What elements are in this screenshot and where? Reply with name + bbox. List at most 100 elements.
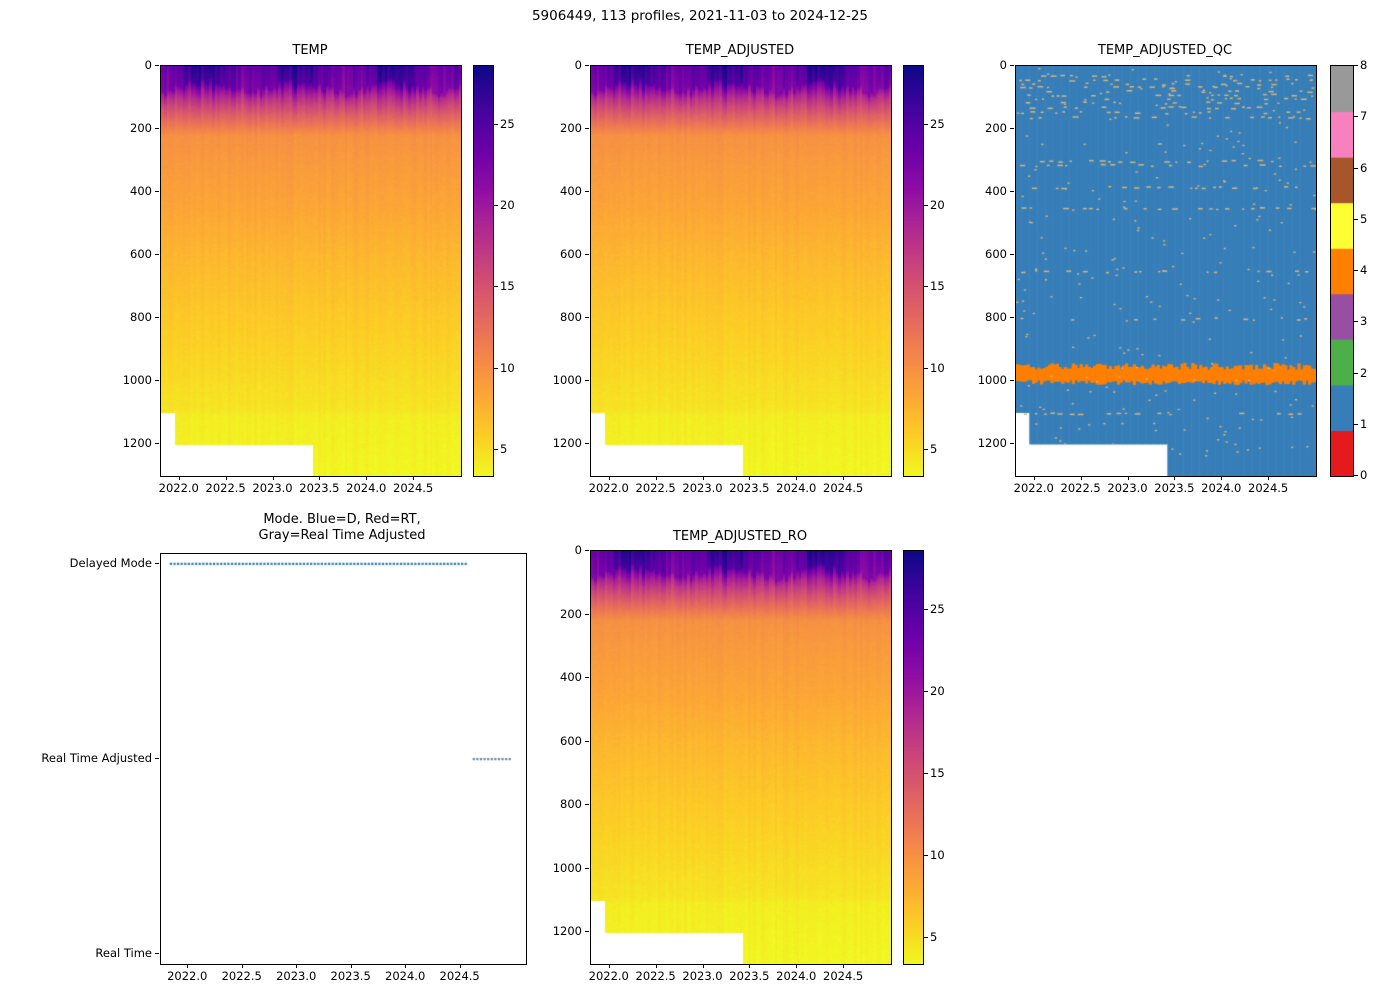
temp_adjusted_qc-colorbar-tick (1354, 218, 1358, 220)
temp_adjusted_qc-x-tick (1033, 476, 1035, 480)
temp_adjusted_ro-colorbar-tick-label: 10 (930, 847, 945, 862)
temp_adjusted_qc-colorbar-tick (1354, 372, 1358, 374)
temp_adjusted_qc-colorbar-tick (1354, 65, 1358, 66)
temp_adjusted_qc-y-tick (1010, 128, 1014, 130)
temp_adjusted_qc-colorbar-tick-label: 0 (1360, 468, 1368, 482)
temp_adjusted-colorbar-canvas (904, 66, 923, 476)
temp_adjusted-x-tick-label: 2024.0 (776, 481, 817, 495)
temp-y-tick (155, 380, 159, 382)
temp-y-tick-label: 0 (144, 58, 152, 72)
temp_adjusted-y-tick (585, 317, 589, 319)
temp-y-tick (155, 65, 159, 66)
temp-colorbar (473, 65, 494, 477)
temp_adjusted_qc-colorbar-tick-label: 3 (1360, 314, 1368, 329)
temp-y-tick (155, 128, 159, 130)
temp_adjusted_qc-colorbar (1330, 65, 1354, 477)
temp_adjusted_ro-x-tick-label: 2023.0 (682, 969, 723, 983)
temp_adjusted-colorbar-tick (924, 367, 928, 369)
temp_adjusted_qc-y-tick-label: 1000 (977, 373, 1007, 388)
temp-heatmap-canvas (161, 66, 461, 476)
temp_adjusted_ro-y-tick-label: 600 (560, 733, 582, 748)
mode-y-tick-label: Real Time (95, 946, 152, 961)
temp_adjusted_ro-x-tick (749, 964, 751, 968)
temp_adjusted_qc-x-tick (1174, 476, 1176, 480)
temp_adjusted-y-tick-label: 600 (560, 247, 582, 262)
figure-title: 5906449, 113 profiles, 2021-11-03 to 202… (531, 8, 869, 24)
temp_adjusted_ro-x-tick (843, 964, 845, 968)
temp_adjusted_ro-colorbar-tick-label: 5 (930, 929, 938, 944)
temp_adjusted_ro-colorbar-tick (924, 854, 928, 856)
temp_adjusted_ro-x-tick-label: 2023.5 (729, 969, 770, 983)
temp-x-tick-label: 2022.5 (205, 481, 246, 495)
mode-x-tick (350, 964, 352, 968)
temp_adjusted-colorbar-tick-label: 20 (930, 197, 945, 212)
mode-axes (160, 553, 527, 965)
subplot-title-temp-adjusted-qc: TEMP_ADJUSTED_QC (1097, 43, 1233, 58)
temp_adjusted_qc-colorbar-tick-label: 8 (1360, 58, 1368, 72)
temp_adjusted_qc-x-tick-label: 2024.5 (1248, 481, 1289, 495)
mode-x-tick-label: 2022.5 (221, 969, 262, 983)
temp-x-tick (272, 476, 274, 480)
mode-x-tick-label: 2024.5 (439, 969, 480, 983)
subplot-title-temp-adjusted: TEMP_ADJUSTED (685, 43, 795, 58)
temp_adjusted_qc-y-tick-label: 600 (985, 247, 1007, 262)
temp_adjusted_qc-x-tick (1080, 476, 1082, 480)
mode-x-tick-label: 2022.0 (167, 969, 208, 983)
temp-y-tick-label: 200 (130, 121, 152, 136)
temp_adjusted_ro-y-tick (585, 931, 589, 933)
temp_adjusted_qc-x-tick-label: 2023.0 (1107, 481, 1148, 495)
temp-y-tick-label: 400 (130, 184, 152, 199)
temp_adjusted-y-tick (585, 443, 589, 445)
temp_adjusted-y-tick-label: 0 (574, 58, 582, 72)
temp_adjusted-x-tick (796, 476, 798, 480)
temp-colorbar-tick-label: 20 (500, 197, 515, 212)
mode-y-tick (155, 953, 159, 955)
temp-colorbar-canvas (474, 66, 493, 476)
temp-x-tick-label: 2024.5 (393, 481, 434, 495)
temp_adjusted_ro-x-tick (796, 964, 798, 968)
subplot-title-temp: TEMP (292, 43, 328, 58)
temp_adjusted_ro-y-tick (585, 613, 589, 615)
temp_adjusted_ro-x-tick (655, 964, 657, 968)
temp-x-tick-label: 2022.0 (158, 481, 199, 495)
temp_adjusted_qc-y-tick-label: 200 (985, 121, 1007, 136)
temp_adjusted_ro-colorbar-tick (924, 609, 928, 610)
temp-axes (160, 65, 462, 477)
temp-y-tick-label: 600 (130, 247, 152, 262)
temp_adjusted_ro-x-tick-label: 2022.0 (588, 969, 629, 983)
temp_adjusted_qc-colorbar-tick-label: 5 (1360, 211, 1368, 226)
temp_adjusted_ro-y-tick-label: 1000 (552, 860, 582, 875)
mode-x-tick (405, 964, 407, 968)
temp-colorbar-tick-label: 15 (500, 279, 515, 294)
mode-x-tick (296, 964, 298, 968)
temp_adjusted_ro-y-tick (585, 804, 589, 806)
temp_adjusted_qc-colorbar-tick (1354, 475, 1358, 476)
temp-colorbar-tick (494, 123, 498, 125)
temp-y-tick-label: 1200 (122, 436, 152, 451)
temp_adjusted_qc-colorbar-tick (1354, 321, 1358, 323)
temp_adjusted_ro-y-tick-label: 0 (574, 543, 582, 557)
mode-x-tick (459, 964, 461, 968)
temp-y-tick (155, 254, 159, 256)
mode-x-tick-label: 2023.5 (330, 969, 371, 983)
temp-y-tick (155, 191, 159, 193)
temp_adjusted-x-tick-label: 2022.0 (588, 481, 629, 495)
temp_adjusted-y-tick-label: 1000 (552, 373, 582, 388)
temp_adjusted_ro-axes (590, 550, 892, 965)
temp_adjusted_ro-colorbar (903, 550, 924, 965)
temp_adjusted_qc-y-tick-label: 400 (985, 184, 1007, 199)
temp-x-tick-label: 2024.0 (346, 481, 387, 495)
temp_adjusted_ro-y-tick (585, 740, 589, 742)
temp_adjusted_ro-y-tick (585, 867, 589, 869)
mode-x-tick (187, 964, 189, 968)
mode-y-tick (155, 562, 159, 564)
mode-y-tick-label: Real Time Adjusted (41, 751, 152, 765)
mode-y-tick (155, 758, 159, 759)
temp-colorbar-tick (494, 204, 498, 206)
temp_adjusted_qc-colorbar-canvas (1331, 66, 1353, 476)
temp_adjusted-colorbar-tick (924, 448, 928, 450)
temp_adjusted_qc-x-tick-label: 2024.0 (1201, 481, 1242, 495)
temp_adjusted_qc-heatmap-canvas (1016, 66, 1316, 476)
temp_adjusted-y-tick (585, 254, 589, 256)
temp_adjusted_qc-colorbar-tick (1354, 167, 1358, 169)
